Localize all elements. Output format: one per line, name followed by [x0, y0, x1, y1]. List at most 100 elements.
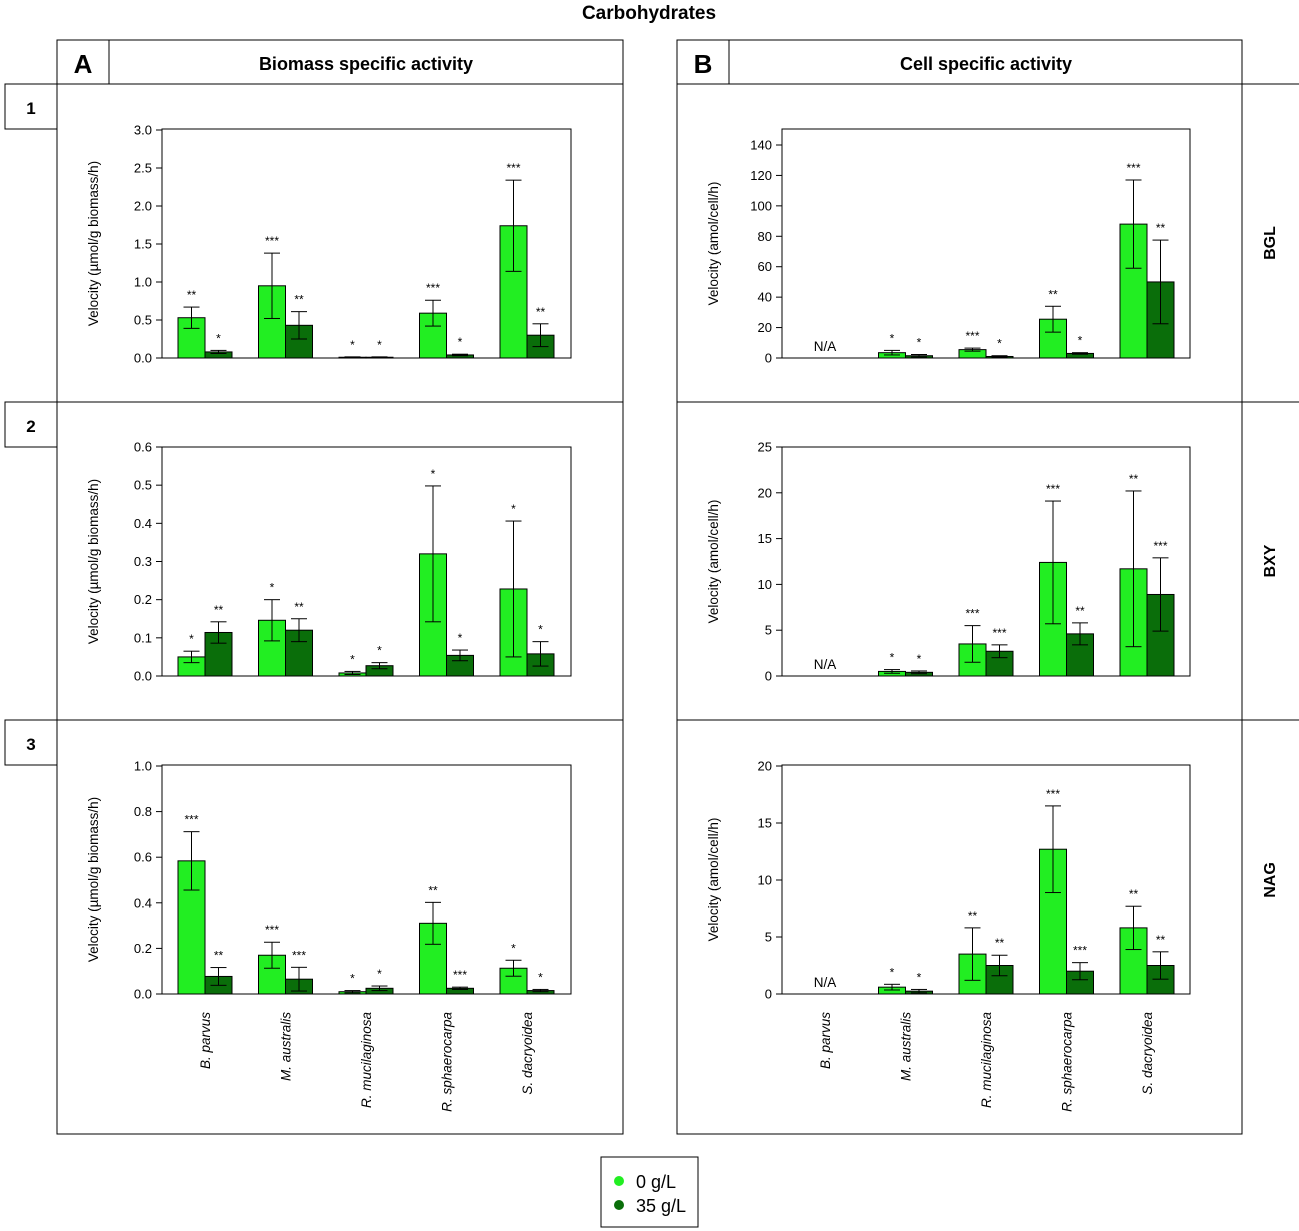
- y-tick-label: 80: [758, 229, 772, 244]
- significance-label: *: [511, 502, 516, 516]
- y-tick-label: 1.0: [134, 275, 152, 290]
- significance-label: **: [214, 949, 224, 963]
- y-tick-label: 0.0: [134, 351, 152, 366]
- significance-label: *: [511, 941, 516, 955]
- significance-label: *: [890, 651, 895, 665]
- y-tick-label: 15: [758, 816, 772, 831]
- y-tick-label: 0.6: [134, 850, 152, 865]
- significance-label: **: [187, 288, 197, 302]
- significance-label: **: [294, 293, 304, 307]
- panel-frame-a: [56, 83, 624, 1135]
- y-tick-label: 0.1: [134, 630, 152, 645]
- x-tick-label: R. sphaerocarpa: [1060, 1012, 1075, 1112]
- figure-title: Carbohydrates: [582, 3, 716, 24]
- x-tick-label: R. mucilaginosa: [359, 1012, 374, 1109]
- significance-label: **: [1156, 221, 1166, 235]
- x-tick-label: R. sphaerocarpa: [440, 1012, 455, 1112]
- significance-label: *: [917, 652, 922, 666]
- x-tick-label: S. dacryoidea: [1140, 1012, 1155, 1095]
- y-tick-label: 0: [765, 351, 772, 366]
- legend-marker-35g: [614, 1200, 624, 1210]
- significance-label: **: [1075, 604, 1085, 618]
- legend-label-0g: 0 g/L: [636, 1172, 676, 1192]
- y-tick-label: 120: [750, 168, 772, 183]
- y-tick-label: 20: [758, 485, 772, 500]
- y-tick-label: 10: [758, 577, 772, 592]
- significance-label: *: [350, 338, 355, 352]
- na-label: N/A: [814, 339, 837, 354]
- y-axis-label: Velocity (amol/cell/h): [706, 818, 721, 942]
- significance-label: *: [458, 335, 463, 349]
- plot-frame: [161, 764, 572, 995]
- significance-label: ***: [426, 281, 440, 295]
- significance-label: *: [538, 970, 543, 984]
- y-tick-label: 0.0: [134, 669, 152, 684]
- legend: 0 g/L 35 g/L: [600, 1156, 699, 1228]
- y-tick-label: 1.5: [134, 237, 152, 252]
- significance-label: ***: [965, 329, 979, 343]
- significance-label: ***: [1046, 482, 1060, 496]
- na-label: N/A: [814, 657, 837, 672]
- significance-label: **: [1129, 887, 1139, 901]
- significance-label: *: [1078, 334, 1083, 348]
- y-axis-label: Velocity (amol/cell/h): [706, 500, 721, 624]
- significance-label: *: [377, 644, 382, 658]
- significance-label: ***: [1073, 944, 1087, 958]
- chart-b1: 0 20 40 60 80 100 120 140 Velocity (amol/cell/h)…: [706, 128, 1191, 366]
- enzyme-label-nag: NAG: [1262, 862, 1279, 898]
- chart-a3: 0.0 0.2 0.4 0.6 0.8 1.0 Velocity (µmol/g bioma…: [86, 759, 572, 1112]
- significance-label: *: [377, 967, 382, 981]
- y-tick-label: 20: [758, 759, 772, 774]
- column-heading-a: Biomass specific activity: [259, 54, 473, 74]
- row-number-1: 1: [26, 99, 35, 118]
- legend-marker-0g: [614, 1176, 624, 1186]
- significance-label: *: [890, 965, 895, 979]
- y-tick-label: 60: [758, 259, 772, 274]
- y-tick-label: 5: [765, 623, 772, 638]
- row-number-3: 3: [26, 735, 35, 754]
- bar-35g: [285, 629, 313, 677]
- significance-label: *: [431, 467, 436, 481]
- significance-label: ***: [453, 968, 467, 982]
- x-tick-label: B. parvus: [818, 1012, 833, 1069]
- significance-label: *: [538, 623, 543, 637]
- y-tick-label: 0.8: [134, 804, 152, 819]
- significance-label: **: [1129, 472, 1139, 486]
- significance-label: **: [1048, 287, 1058, 301]
- y-axis-label: Velocity (µmol/g biomass/h): [86, 479, 101, 644]
- significance-label: ***: [292, 948, 306, 962]
- y-tick-label: 20: [758, 320, 772, 335]
- y-axis-label: Velocity (µmol/g biomass/h): [86, 797, 101, 962]
- x-tick-label: M. australis: [899, 1012, 914, 1081]
- y-tick-label: 2.5: [134, 161, 152, 176]
- y-tick-label: 3.0: [134, 123, 152, 138]
- significance-label: *: [890, 331, 895, 345]
- significance-label: *: [270, 581, 275, 595]
- y-tick-label: 0.5: [134, 313, 152, 328]
- significance-label: ***: [184, 813, 198, 827]
- significance-label: *: [216, 331, 221, 345]
- row-tabs: [4, 83, 58, 766]
- y-tick-label: 40: [758, 290, 772, 305]
- significance-label: **: [214, 603, 224, 617]
- y-tick-label: 100: [750, 198, 772, 213]
- x-tick-label: M. australis: [279, 1012, 294, 1081]
- y-tick-label: 25: [758, 440, 772, 455]
- legend-label-35g: 35 g/L: [636, 1196, 686, 1216]
- y-tick-label: 0.6: [134, 440, 152, 455]
- y-tick-label: 140: [750, 138, 772, 153]
- significance-label: ***: [265, 234, 279, 248]
- significance-label: *: [458, 631, 463, 645]
- x-tick-label: B. parvus: [198, 1012, 213, 1069]
- chart-a2: 0.0 0.1 0.2 0.3 0.4 0.5 0.6 Velocity (µmol/g bi…: [86, 440, 572, 684]
- significance-label: *: [377, 338, 382, 352]
- y-tick-label: 0.4: [134, 895, 152, 910]
- chart-b3: 0 5 10 15 20 Velocity (amol/cell/h) N/A B. parv…: [706, 759, 1191, 1112]
- chart-a1: 0.0 0.5 1.0 1.5 2.0 2.5 3.0 Velocity (µmol/g bi…: [86, 123, 572, 366]
- y-tick-label: 2.0: [134, 199, 152, 214]
- enzyme-label-bgl: BGL: [1262, 226, 1279, 260]
- column-heading-b: Cell specific activity: [900, 54, 1072, 74]
- significance-label: **: [294, 600, 304, 614]
- significance-label: *: [917, 336, 922, 350]
